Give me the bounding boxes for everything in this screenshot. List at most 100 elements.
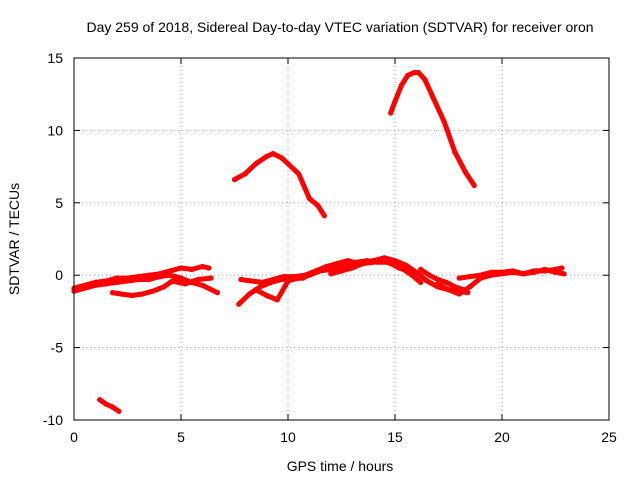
data-point [103, 401, 109, 407]
data-point [306, 272, 312, 278]
data-point [253, 287, 259, 293]
data-point [445, 287, 452, 293]
data-point [214, 290, 220, 296]
series-arc-1 [97, 397, 122, 414]
data-point [409, 272, 415, 278]
data-point [231, 177, 238, 183]
series-line [232, 151, 327, 219]
data-point [349, 265, 355, 271]
data-point [456, 291, 462, 297]
x-tick-label: 25 [601, 429, 617, 445]
data-point [424, 278, 430, 284]
x-tick-label: 20 [494, 429, 510, 445]
series-line [97, 397, 122, 414]
data-point [328, 271, 334, 277]
data-point [146, 276, 152, 283]
data-point [398, 265, 404, 271]
data-point [178, 275, 184, 281]
data-point [338, 263, 345, 270]
data-point [92, 282, 98, 288]
data-point [467, 274, 473, 280]
data-point [306, 195, 312, 202]
data-point [167, 268, 173, 274]
data-point [195, 276, 201, 283]
data-point [182, 281, 188, 287]
data-point [178, 265, 184, 271]
series-arc-5 [231, 151, 327, 219]
data-point [559, 265, 565, 271]
y-axis-label: SDTVAR / TECUs [6, 183, 22, 295]
data-point [124, 278, 131, 284]
x-tick-label: 10 [280, 429, 296, 445]
series-line [110, 275, 214, 298]
data-point [114, 275, 120, 281]
data-point [381, 255, 387, 261]
data-point [452, 149, 458, 155]
data-point [167, 272, 173, 278]
data-point [463, 169, 469, 175]
axis-ticks: 0 5 10 15 20 25 -10 -5 0 5 10 15 [43, 50, 617, 445]
series-group [71, 69, 567, 414]
data-point [321, 213, 327, 219]
data-point [285, 278, 291, 284]
data-point [150, 288, 156, 294]
data-point [531, 269, 537, 275]
data-point [157, 274, 163, 280]
data-point [413, 269, 419, 275]
y-tick-label: 5 [55, 195, 63, 211]
data-point [264, 292, 270, 299]
data-point [279, 155, 285, 161]
data-point [238, 276, 244, 283]
data-point [441, 119, 447, 125]
data-point [114, 279, 120, 285]
data-point [97, 397, 103, 403]
data-point [82, 285, 88, 291]
data-point [246, 291, 253, 297]
data-point [411, 69, 417, 76]
data-point [161, 284, 167, 290]
data-point [371, 258, 377, 264]
data-point [488, 269, 494, 275]
x-tick-label: 15 [387, 429, 403, 445]
data-point [430, 95, 437, 102]
data-point [129, 292, 135, 299]
data-point [116, 408, 122, 414]
data-point [281, 274, 287, 280]
series-line [388, 70, 477, 188]
data-point [208, 275, 214, 281]
data-point [435, 276, 441, 283]
data-point [403, 262, 409, 268]
x-tick-label: 5 [177, 429, 185, 445]
data-point [471, 182, 477, 188]
y-tick-label: 0 [55, 267, 63, 283]
data-point [103, 281, 109, 287]
data-point [443, 279, 449, 285]
data-point [146, 272, 152, 278]
grid [74, 58, 609, 420]
data-point [456, 275, 462, 281]
data-point [296, 275, 302, 281]
chart-title: Day 259 of 2018, Sidereal Day-to-day VTE… [86, 19, 593, 35]
data-point [345, 258, 351, 264]
data-point [285, 161, 291, 167]
data-point [426, 272, 432, 278]
data-point [510, 268, 516, 274]
data-point [388, 110, 394, 116]
data-point [270, 151, 276, 157]
data-point [315, 203, 321, 209]
series-arc-10 [388, 69, 477, 188]
data-point [169, 278, 175, 284]
data-point [520, 271, 527, 277]
data-point [139, 291, 146, 297]
data-point [398, 82, 404, 89]
data-point [296, 171, 302, 177]
data-point [552, 269, 559, 275]
x-axis-label: GPS time / hours [287, 458, 394, 474]
data-point [259, 279, 265, 285]
plot-frame [73, 57, 610, 421]
series-arc-13 [418, 266, 467, 293]
data-point [422, 77, 428, 83]
data-point [418, 279, 424, 285]
data-point [257, 284, 263, 290]
